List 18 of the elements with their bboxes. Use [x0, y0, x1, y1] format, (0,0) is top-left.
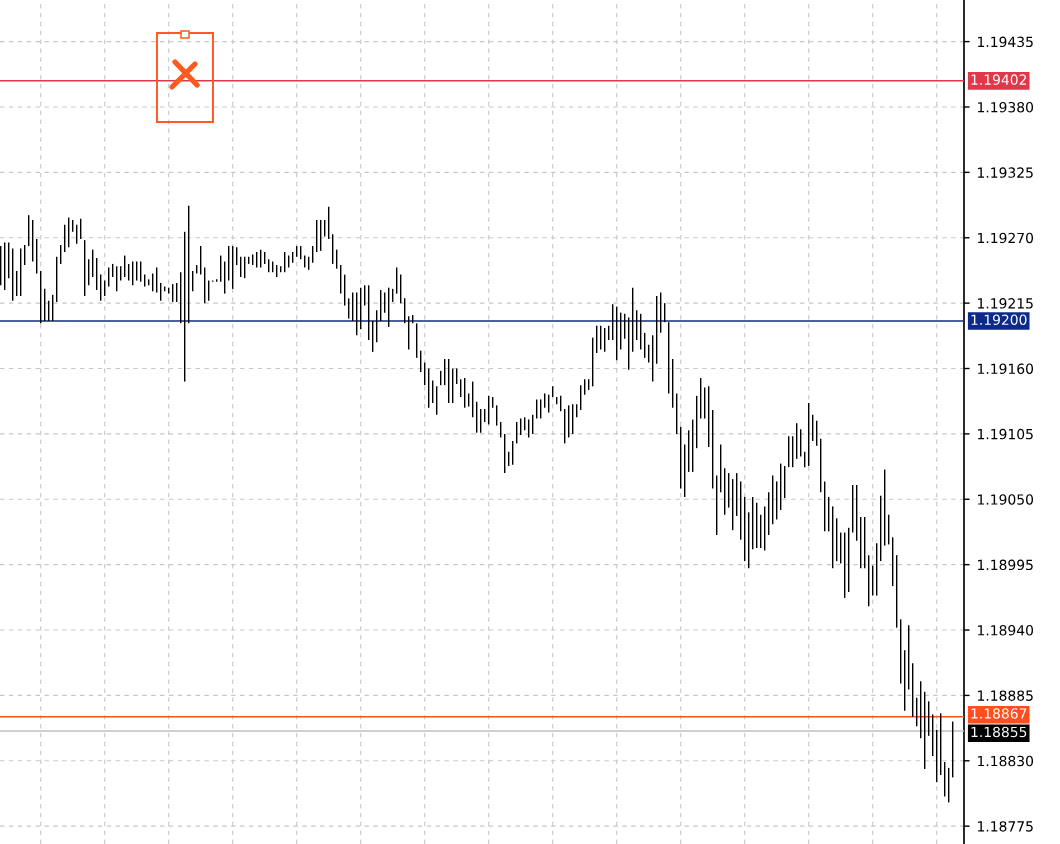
y-tick-label: 1.18775 — [978, 821, 1033, 832]
ref-line-label: 1.18867 — [971, 708, 1027, 719]
ref-line-label: 1.19200 — [971, 314, 1027, 325]
y-tick-label: 1.19380 — [978, 101, 1034, 113]
y-tick-label: 1.19325 — [978, 167, 1033, 178]
y-tick-label: 1.18830 — [978, 755, 1034, 767]
y-tick-label: 1.18940 — [978, 625, 1034, 636]
y-tick-label: 1.18995 — [978, 559, 1033, 571]
y-tick-label: 1.19105 — [978, 428, 1033, 440]
y-tick-label: 1.19160 — [978, 363, 1034, 374]
y-tick-label: 1.18885 — [978, 690, 1033, 701]
ref-line-label: 1.18855 — [971, 726, 1027, 738]
ref-line-label: 1.19402 — [971, 74, 1027, 85]
y-tick-label: 1.19215 — [978, 298, 1033, 309]
y-tick-label: 1.19270 — [978, 232, 1034, 244]
candlestick — [216, 279, 218, 282]
y-tick-label: 1.19435 — [978, 36, 1033, 48]
y-tick-label: 1.19050 — [978, 494, 1034, 505]
